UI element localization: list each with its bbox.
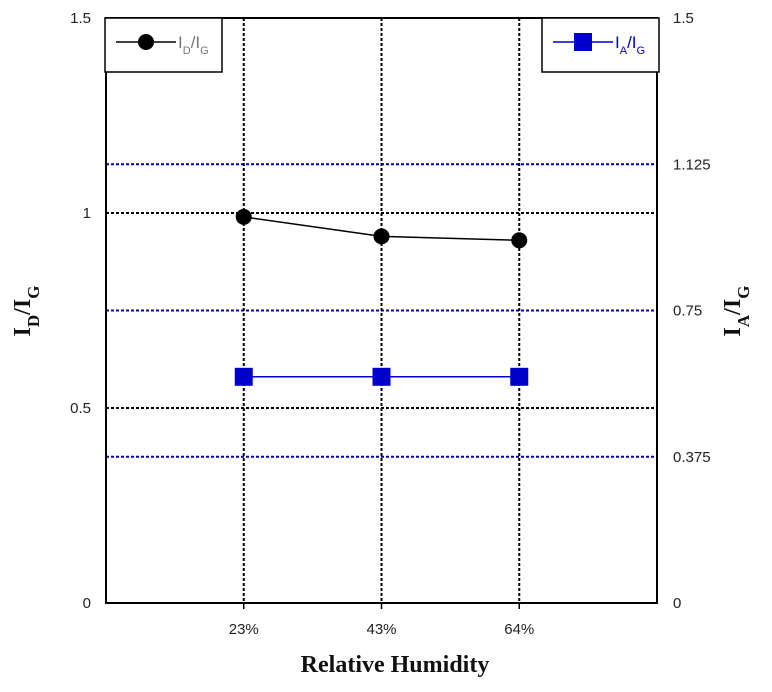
plot-series [234, 208, 529, 386]
data-point-circle [373, 228, 390, 245]
y-axis-title-right: IA/IG [720, 286, 753, 337]
legend-right-label: IA/IG [615, 33, 645, 57]
legend-left: ID/IG [104, 17, 223, 73]
legend-left-label: ID/IG [178, 33, 209, 57]
data-point-square [234, 367, 253, 386]
legend-right-box [541, 17, 660, 73]
data-point-square [510, 367, 529, 386]
legend-left-box [104, 17, 223, 73]
axis-ticks: 0 0.5 1 1.5 0 0.375 0.75 1.125 1.5 23% 43% 64% [70, 10, 710, 638]
data-point-circle [511, 232, 528, 249]
y-left-tick-label: 0.5 [70, 400, 91, 417]
data-point-circle [235, 208, 252, 225]
legend-left-marker [138, 34, 154, 50]
legend-right: IA/IG [541, 17, 660, 73]
x-axis-title: Relative Humidity [301, 652, 490, 678]
legend-right-marker [574, 33, 592, 51]
y-right-tick-label: 1.5 [673, 10, 694, 27]
y-left-tick-label: 1.5 [70, 10, 91, 27]
y-right-tick-label: 0.75 [673, 303, 702, 320]
y-left-tick-label: 0 [83, 595, 91, 612]
data-point-square [372, 367, 391, 386]
y-axis-title-left: ID/IG [10, 286, 43, 337]
x-tick-label: 43% [366, 621, 396, 638]
y-right-tick-label: 0.375 [673, 449, 711, 466]
x-tick-label: 64% [504, 621, 534, 638]
y-right-tick-label: 0 [673, 595, 681, 612]
gridlines [106, 18, 657, 603]
y-right-tick-label: 1.125 [673, 156, 711, 173]
x-tick-label: 23% [229, 621, 259, 638]
y-left-tick-label: 1 [83, 205, 91, 222]
